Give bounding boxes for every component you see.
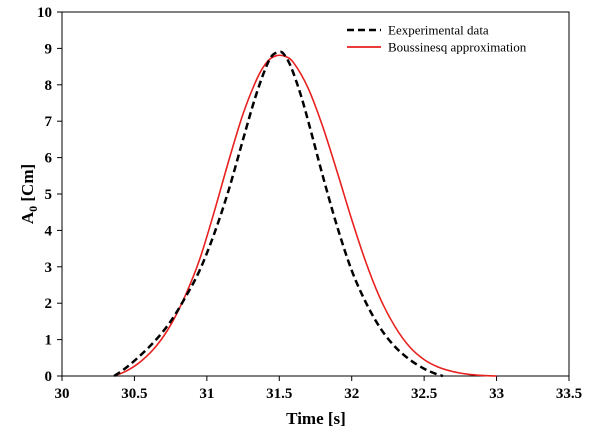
legend-label-boussinesq: Boussinesq approximation bbox=[388, 40, 527, 55]
y-tick-label: 9 bbox=[45, 41, 53, 57]
x-tick-label: 31 bbox=[199, 386, 214, 402]
x-axis-ticks: 30 30.5 31 31.5 32 32.5 33 33.5 bbox=[55, 376, 582, 402]
y-tick-label: 0 bbox=[45, 369, 53, 385]
x-axis-title: Time [s] bbox=[286, 409, 346, 428]
series-line-experimental bbox=[113, 50, 444, 378]
y-axis-ticks: 0 1 2 3 4 5 6 7 8 9 10 bbox=[37, 5, 62, 385]
x-tick-label: 30.5 bbox=[121, 386, 147, 402]
y-tick-label: 5 bbox=[45, 187, 53, 203]
svg-text:A0 [Cm]: A0 [Cm] bbox=[18, 164, 40, 224]
y-tick-label: 1 bbox=[45, 333, 53, 349]
x-tick-label: 30 bbox=[55, 386, 70, 402]
legend-label-experimental: Eexperimental data bbox=[388, 23, 489, 38]
plot-frame bbox=[61, 11, 570, 377]
series-layer bbox=[113, 50, 497, 378]
y-axis-title: A0 [Cm] bbox=[18, 164, 40, 224]
y-tick-label: 2 bbox=[45, 296, 53, 312]
y-axis-title-main: A bbox=[18, 211, 37, 224]
x-tick-label: 32.5 bbox=[411, 386, 437, 402]
x-tick-label: 31.5 bbox=[266, 386, 292, 402]
y-tick-label: 7 bbox=[45, 114, 53, 130]
y-axis-title-subscript: 0 bbox=[26, 206, 40, 212]
series-line-boussinesq bbox=[113, 54, 497, 377]
legend: Eexperimental data Boussinesq approximat… bbox=[347, 23, 527, 55]
y-tick-label: 10 bbox=[37, 5, 52, 21]
y-axis-title-unit: [Cm] bbox=[18, 164, 37, 206]
y-tick-label: 3 bbox=[45, 260, 53, 276]
x-tick-label: 32 bbox=[344, 386, 359, 402]
x-tick-label: 33.5 bbox=[556, 386, 582, 402]
y-tick-label: 4 bbox=[45, 223, 53, 239]
y-tick-label: 8 bbox=[45, 78, 53, 94]
x-tick-label: 33 bbox=[489, 386, 504, 402]
y-tick-label: 6 bbox=[45, 151, 53, 167]
